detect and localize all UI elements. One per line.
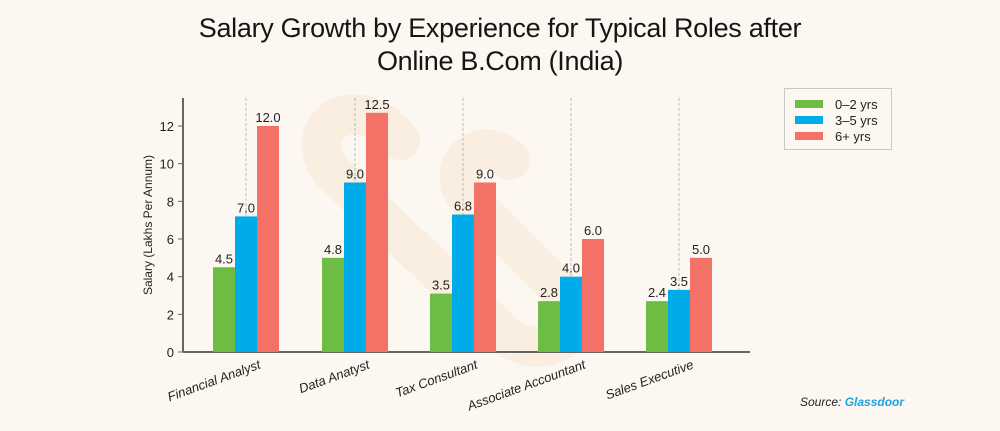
bar-value-label: 12.5 <box>364 97 389 112</box>
bar-value-label: 6.8 <box>454 199 472 214</box>
source-label: Source: <box>800 395 842 409</box>
bar-value-label: 7.0 <box>237 200 255 215</box>
bar-3-5-yrs <box>668 289 690 352</box>
y-tick-label: 10 <box>160 157 174 172</box>
bar-3-5-yrs <box>560 276 582 352</box>
y-tick-label: 4 <box>167 270 174 285</box>
bar-value-label: 2.8 <box>540 285 558 300</box>
x-category-label: Sales Executive <box>603 357 695 403</box>
bar-value-label: 3.5 <box>432 278 450 293</box>
bar-value-label: 4.0 <box>562 261 580 276</box>
legend-label: 6+ yrs <box>835 128 871 144</box>
chart-title-line-2: Online B.Com (India) <box>376 46 624 76</box>
y-axis-label: Salary (Lakhs Per Annum) <box>141 155 155 295</box>
x-category-label: Financial Analyst <box>165 356 263 404</box>
bar-0-2-yrs <box>213 267 235 352</box>
y-tick-label: 12 <box>160 119 174 134</box>
legend-label: 0–2 yrs <box>835 96 878 112</box>
source-brand: Glassdoor <box>844 395 905 409</box>
bar-value-label: 6.0 <box>584 223 602 238</box>
bar-3-5-yrs <box>452 214 474 352</box>
legend-swatch <box>795 116 823 124</box>
y-tick-label: 6 <box>167 232 174 247</box>
x-category-label: Tax Consultant <box>393 356 480 400</box>
chart-title: Salary Growth by Experience for Typical … <box>0 12 1000 78</box>
legend-swatch <box>795 132 823 140</box>
legend-item: 0–2 yrs <box>795 96 878 112</box>
bar-6-yrs <box>582 239 604 352</box>
legend-item: 3–5 yrs <box>795 112 878 128</box>
bar-0-2-yrs <box>538 301 560 352</box>
source-note: Source: Glassdoor <box>800 395 904 409</box>
legend-label: 3–5 yrs <box>835 112 878 128</box>
bar-6-yrs <box>474 182 496 352</box>
bar-0-2-yrs <box>322 257 344 352</box>
chart-title-line-1: Salary Growth by Experience for Typical … <box>198 13 802 43</box>
bar-value-label: 4.8 <box>324 242 342 257</box>
bar-value-label: 5.0 <box>692 242 710 257</box>
y-tick-label: 2 <box>167 307 174 322</box>
bar-3-5-yrs <box>344 182 366 352</box>
bar-value-label: 9.0 <box>476 167 494 182</box>
bar-value-label: 4.5 <box>215 251 233 266</box>
legend-item: 6+ yrs <box>795 128 871 144</box>
bar-value-label: 12.0 <box>255 110 280 125</box>
y-tick-label: 0 <box>167 345 174 360</box>
legend: 0–2 yrs 3–5 yrs 6+ yrs <box>784 88 892 150</box>
bar-3-5-yrs <box>235 216 257 352</box>
bar-value-label: 2.4 <box>648 285 666 300</box>
bar-value-label: 3.5 <box>670 274 688 289</box>
y-tick-label: 8 <box>167 194 174 209</box>
bar-0-2-yrs <box>430 293 452 352</box>
x-category-label: Data Anatyst <box>297 356 373 396</box>
legend-swatch <box>795 100 823 108</box>
bar-0-2-yrs <box>646 301 668 352</box>
bar-6-yrs <box>257 126 279 352</box>
bar-value-label: 9.0 <box>346 167 364 182</box>
bar-6-yrs <box>366 112 388 352</box>
bar-6-yrs <box>690 257 712 352</box>
